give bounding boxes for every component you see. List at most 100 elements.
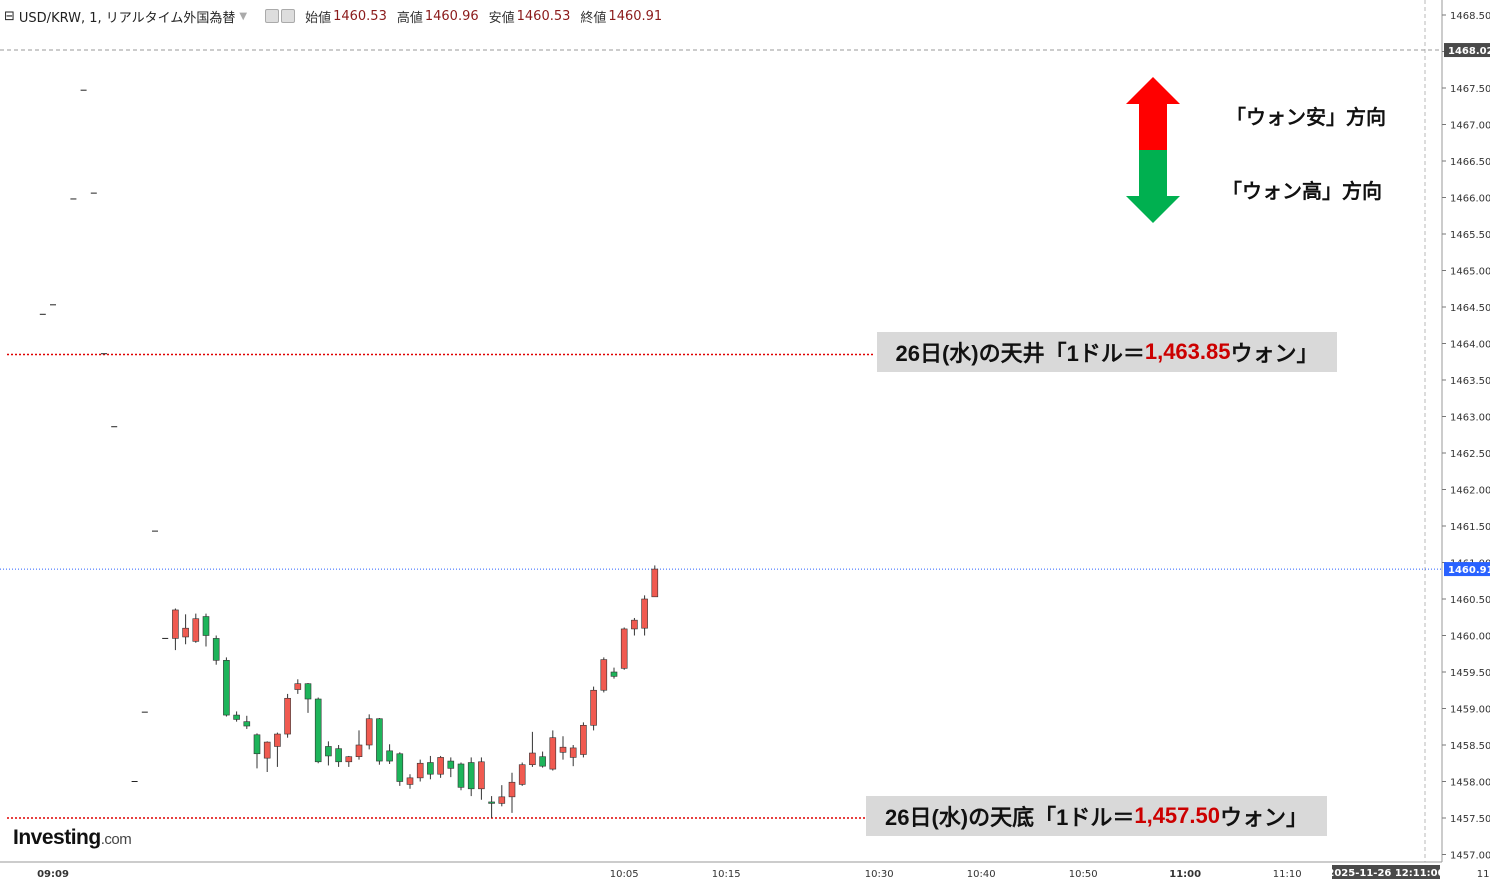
candle-body	[427, 762, 434, 775]
candle	[335, 745, 342, 767]
y-tick-label: 1468.50	[1450, 11, 1490, 22]
y-tick-label: 1467.00	[1450, 121, 1490, 132]
candle	[253, 733, 261, 769]
candle-body	[212, 638, 220, 661]
candle	[478, 757, 485, 800]
candle-body	[437, 757, 444, 775]
candle-body	[569, 747, 577, 758]
candle	[549, 730, 557, 771]
candle	[212, 635, 220, 665]
investing-logo[interactable]: Investing.com	[13, 826, 132, 850]
candle	[192, 613, 200, 643]
candle-body	[223, 660, 230, 716]
candle	[488, 796, 495, 818]
candle-body	[376, 718, 383, 762]
candle	[355, 730, 363, 760]
candle-body	[549, 737, 557, 770]
candle-body	[406, 777, 414, 785]
y-tick-label: 1458.50	[1450, 741, 1490, 752]
candle	[508, 772, 516, 813]
x-tick-label: 10:50	[1069, 869, 1098, 879]
y-tick-label: 1461.50	[1450, 522, 1490, 533]
candle-body	[457, 763, 465, 788]
candle-body	[192, 618, 200, 642]
close-label: 終値	[580, 10, 607, 26]
top-annotation-suffix: ウォン」	[1230, 341, 1319, 366]
candle-body	[396, 753, 404, 782]
candle-body	[233, 714, 240, 720]
candle	[447, 757, 455, 778]
y-tick-label: 1459.00	[1450, 705, 1490, 716]
candle	[233, 711, 240, 722]
candle-body	[202, 616, 210, 636]
y-tick-label: 1460.50	[1450, 595, 1490, 606]
candle-body	[467, 762, 475, 790]
candle	[294, 679, 302, 694]
y-tick-label: 1466.50	[1450, 157, 1490, 168]
high-value: 1460.96	[424, 8, 479, 24]
low-label: 安値	[488, 10, 515, 26]
candle-body	[610, 671, 618, 677]
candle	[243, 715, 251, 729]
y-tick-label: 1467.50	[1450, 84, 1490, 95]
strong-won-direction-label: 「ウォン高」方向	[1222, 181, 1382, 203]
candle	[437, 755, 444, 778]
symbol-title[interactable]: USD/KRW, 1, リアルタイム外国為替	[18, 10, 236, 26]
candle	[182, 614, 189, 645]
y-tick-label: 1458.00	[1450, 778, 1490, 789]
candle-body	[172, 609, 179, 639]
x-tick-label: 10:05	[610, 869, 639, 879]
candle	[600, 657, 608, 693]
open-value: 1460.53	[333, 8, 387, 24]
cursor-time-tag	[1332, 865, 1440, 879]
chevron-down-icon[interactable]: ▼	[239, 10, 248, 22]
candle	[457, 762, 465, 791]
x-tick-label: 09:09	[37, 869, 69, 879]
candle	[345, 755, 353, 767]
candle	[365, 714, 373, 750]
candle	[304, 682, 312, 713]
high-label: 高値	[396, 10, 423, 26]
x-tick-label: 11:00	[1169, 869, 1201, 879]
candle	[406, 774, 414, 789]
candle-body	[641, 598, 648, 629]
candle-body	[539, 756, 546, 767]
last-price-label: 1460.91	[1448, 565, 1490, 576]
candle-body	[600, 659, 608, 691]
up-arrow-icon	[1126, 77, 1180, 150]
candle-body	[325, 746, 332, 757]
y-tick-label: 1462.50	[1450, 449, 1490, 460]
candle-body	[274, 733, 281, 747]
collapse-square-icon[interactable]: ⊟	[4, 8, 15, 24]
candle-body	[529, 752, 536, 766]
candle-body	[243, 721, 251, 727]
candle	[274, 732, 281, 767]
candle-body	[355, 744, 363, 757]
candle	[610, 667, 618, 679]
candle-body	[335, 748, 342, 763]
top-annotation-value: 1,463.85	[1144, 339, 1231, 364]
candle-body	[518, 764, 526, 785]
low-value: 1460.53	[516, 8, 571, 24]
candle-body	[253, 734, 261, 755]
candle-body	[508, 781, 516, 798]
bottom-annotation-value: 1,457.50	[1134, 803, 1220, 828]
top-annotation-prefix: 26日(水)の天井「1ドル＝	[895, 341, 1145, 366]
candle-body	[314, 698, 322, 763]
candle-body	[284, 697, 291, 735]
bottom-annotation-box: 26日(水)の天底「1ドル＝ 1,457.50 ウォン」	[866, 796, 1327, 836]
candle	[580, 722, 587, 758]
candle	[325, 741, 332, 766]
candle	[314, 697, 322, 764]
y-tick-label: 1464.00	[1450, 340, 1490, 351]
candle	[529, 731, 536, 767]
candle	[631, 617, 638, 636]
eye-icon[interactable]	[265, 9, 280, 23]
candle-body	[304, 683, 312, 700]
down-arrow-icon	[1126, 150, 1180, 223]
candle-body	[498, 796, 506, 804]
candle-body	[182, 627, 189, 638]
settings-icon[interactable]	[281, 9, 296, 23]
